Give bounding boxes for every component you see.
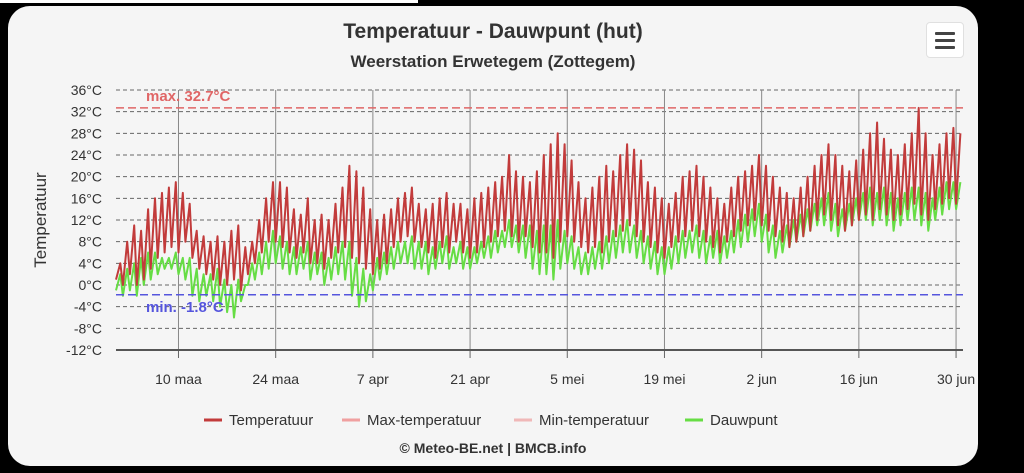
x-tick-label: 24 maa [252, 371, 299, 387]
chart-credits[interactable]: © Meteo-BE.net | BMCB.info [399, 440, 587, 456]
y-tick-label: 24°C [71, 147, 102, 163]
max-plot-label: max. 32.7°C [146, 88, 231, 105]
y-tick-label: 32°C [71, 104, 102, 120]
x-tick-label: 19 mei [643, 371, 685, 387]
x-tick-label: 7 apr [357, 371, 389, 387]
legend-item[interactable]: Max-temperatuur [367, 412, 481, 429]
y-tick-label: 4°C [79, 255, 103, 271]
y-axis-label: Temperatuur [31, 172, 50, 268]
legend-item[interactable]: Min-temperatuur [539, 412, 649, 429]
hamburger-icon-bar-1 [935, 31, 955, 35]
status-line [0, 0, 418, 3]
chart-title: Temperatuur - Dauwpunt (hut) [343, 20, 643, 43]
x-tick-label: 5 mei [550, 371, 584, 387]
min-plot-label: min. -1.8°C [146, 299, 224, 316]
y-tick-label: 36°C [71, 82, 102, 98]
chart-plot: -12°C -8°C -4°C 0°C 4°C 8°C 12°C 16°C 20°C 24°C 28… [31, 82, 975, 429]
y-tick-label: 8°C [79, 234, 103, 250]
x-tick-label: 21 apr [450, 371, 490, 387]
series-dauwpunt-line [115, 181, 962, 319]
chart-menu-button[interactable] [926, 22, 964, 58]
y-tick-label: -4°C [74, 299, 102, 315]
y-tick-label: 28°C [71, 125, 102, 141]
legend-item[interactable]: Temperatuur [229, 412, 313, 429]
chart-card: Temperatuur - Dauwpunt (hut) Weerstation… [8, 6, 978, 466]
chart-subtitle: Weerstation Erwetegem (Zottegem) [350, 52, 636, 71]
series-temperatuur-line [115, 106, 962, 292]
y-tick-label: 12°C [71, 212, 102, 228]
y-tick-label: -12°C [66, 342, 102, 358]
x-tick-label: 2 jun [746, 371, 776, 387]
x-tick-label: 16 jun [840, 371, 878, 387]
y-tick-label: 20°C [71, 169, 102, 185]
hamburger-icon-bar-3 [935, 45, 955, 49]
x-tick-label: 30 jun [937, 371, 975, 387]
y-tick-label: -8°C [74, 320, 102, 336]
legend-item[interactable]: Dauwpunt [710, 412, 778, 429]
y-tick-label: 0°C [79, 277, 103, 293]
hamburger-icon-bar-2 [935, 38, 955, 42]
y-tick-label: 16°C [71, 190, 102, 206]
x-tick-label: 10 maa [155, 371, 202, 387]
